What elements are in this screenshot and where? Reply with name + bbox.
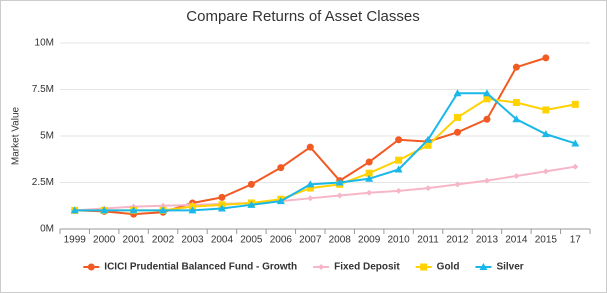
legend-label: Gold [437,262,460,273]
marker [335,178,344,186]
x-tick-label: 2000 [93,235,116,246]
marker [307,195,314,202]
y-tick-label: 5M [40,131,54,142]
x-tick-label: 2006 [270,235,293,246]
marker [247,200,256,208]
marker [513,172,520,179]
marker [512,99,520,107]
series-line [74,92,576,212]
marker [424,141,432,149]
legend: ICICI Prudential Balanced Fund - Growth F… [83,262,524,273]
y-axis-title: Market Value [11,106,22,165]
marker [541,130,550,138]
marker [188,206,197,214]
x-tick-label: 2003 [181,235,204,246]
marker [100,206,109,214]
marker [366,189,373,196]
x-tick-label: 2013 [476,235,499,246]
marker [217,204,226,212]
marker [365,174,374,182]
x-tick-label: 2009 [358,235,381,246]
marker [454,128,461,136]
marker [159,206,168,214]
x-tick-label: 2004 [211,235,234,246]
x-tick-label: 2005 [240,235,263,246]
marker [365,158,373,166]
marker [247,180,255,188]
marker [70,206,79,214]
x-tick-label: 2002 [152,235,175,246]
marker [365,169,373,177]
marker [542,106,550,114]
marker [482,89,491,97]
marker [395,156,403,164]
marker [425,185,432,192]
x-tick-label: 2007 [299,235,322,246]
x-tick-label: 2014 [505,235,528,246]
x-tick-label: 17 [570,235,582,246]
y-tick-label: 10M [35,38,54,49]
x-tick-label: 2010 [387,235,410,246]
marker [571,139,580,147]
marker [483,95,491,103]
y-tick-label: 7.5M [32,84,54,95]
marker [512,63,520,71]
x-tick-label: 2001 [122,235,145,246]
marker [454,113,461,121]
marker [87,263,95,271]
marker [218,193,226,201]
marker [424,135,433,143]
legend-label: Silver [496,262,523,273]
marker [395,187,402,194]
legend-label: Fixed Deposit [334,262,400,273]
marker [306,180,315,188]
marker [336,192,343,199]
marker [276,197,285,205]
x-tick-label: 1999 [64,235,87,246]
marker [394,165,403,173]
x-tick-label: 2011 [417,235,439,246]
marker [542,54,550,62]
marker [306,143,314,151]
y-tick-label: 0M [40,224,54,235]
x-tick-label: 2012 [446,235,469,246]
marker [571,100,579,108]
marker [395,136,403,144]
marker [572,163,579,170]
marker [479,263,488,270]
marker [483,115,491,123]
chart-title: Compare Returns of Asset Classes [186,8,419,25]
marker [129,206,138,214]
series-line [74,165,576,212]
marker [318,264,325,270]
marker [453,89,462,97]
marker [483,177,490,184]
marker [512,115,521,123]
x-tick-label: 2008 [329,235,352,246]
marker [420,263,428,271]
marker [542,168,549,175]
legend-label: ICICI Prudential Balanced Fund - Growth [104,262,297,273]
marker [454,181,461,188]
y-tick-label: 2.5M [32,177,54,188]
x-tick-label: 2015 [535,235,558,246]
marker [306,184,314,192]
marker [277,164,285,172]
